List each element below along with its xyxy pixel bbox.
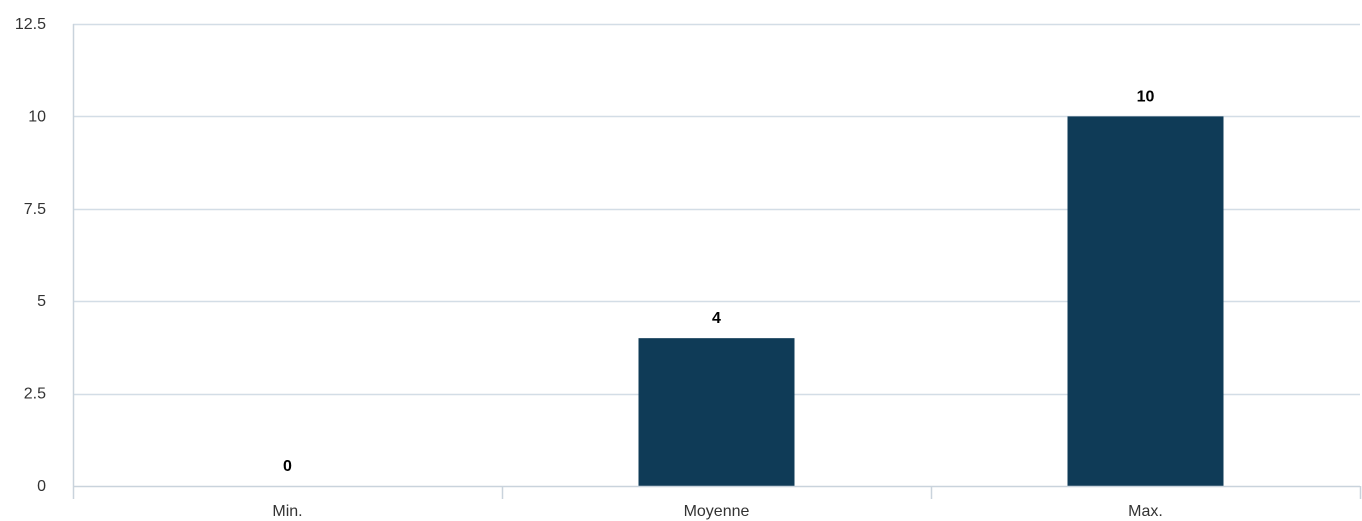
data-labels: 0 4 10 xyxy=(283,88,1154,475)
x-tick-label: Min. xyxy=(272,503,302,520)
bars xyxy=(638,116,1224,487)
y-tick-label: 0 xyxy=(37,478,46,495)
y-tick-label: 5 xyxy=(37,293,46,310)
y-tick-label: 10 xyxy=(28,108,46,125)
data-label: 0 xyxy=(283,458,292,475)
y-axis-tick-labels: 0 2.5 5 7.5 10 12.5 xyxy=(15,16,46,495)
y-tick-label: 12.5 xyxy=(15,16,46,33)
data-label: 4 xyxy=(712,310,721,327)
y-tick-label: 2.5 xyxy=(24,386,46,403)
y-tick-label: 7.5 xyxy=(24,201,46,218)
bar xyxy=(1067,116,1224,487)
x-tick-label: Max. xyxy=(1128,503,1163,520)
x-tick-label: Moyenne xyxy=(684,503,750,520)
axes xyxy=(72,24,1362,499)
x-axis-tick-labels: Min. Moyenne Max. xyxy=(272,503,1162,520)
data-label: 10 xyxy=(1137,88,1155,105)
bar xyxy=(638,338,795,486)
